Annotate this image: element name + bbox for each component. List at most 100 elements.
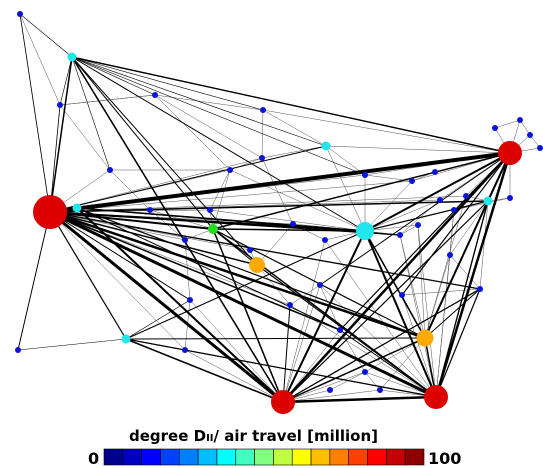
edge-n2-n8 xyxy=(71,56,111,171)
edge-n5-n25 xyxy=(262,109,327,147)
node-n43 xyxy=(424,385,448,409)
edge-n2-n41 xyxy=(71,56,284,403)
legend-scale-cell-11 xyxy=(310,448,331,466)
network-nodes xyxy=(15,11,543,414)
edge-n4-n19 xyxy=(154,94,231,171)
edge-n30-n32 xyxy=(125,338,186,351)
edge-n7-n46 xyxy=(76,207,341,331)
edge-n33-n6 xyxy=(49,180,413,213)
node-n22 xyxy=(249,257,265,273)
edge-n47-n41 xyxy=(282,389,381,403)
node-n38 xyxy=(416,329,434,347)
node-n42 xyxy=(432,169,438,175)
edge-n31-n30 xyxy=(17,338,127,351)
edge-n43-n46 xyxy=(339,329,437,398)
edge-n49-n51 xyxy=(401,288,481,296)
edge-n38-n7 xyxy=(76,207,426,339)
edge-n27-n43 xyxy=(319,284,437,398)
node-n35 xyxy=(507,195,513,201)
edge-n19-n28 xyxy=(229,169,366,232)
edge-n2-n22 xyxy=(71,56,258,266)
node-n7 xyxy=(72,203,82,213)
edge-n28-n34 xyxy=(364,200,489,232)
edge-n37-n28 xyxy=(364,199,441,232)
node-n40 xyxy=(397,232,403,238)
node-n1 xyxy=(17,11,23,17)
node-n45 xyxy=(362,369,368,375)
legend-scale-cell-6 xyxy=(216,448,237,466)
edge-n41-n43 xyxy=(281,395,438,404)
node-n46 xyxy=(337,327,343,333)
node-n11 xyxy=(187,297,193,303)
edge-n50-n43 xyxy=(435,209,455,398)
edge-n6-n1 xyxy=(19,13,51,213)
legend-min-label: 0 xyxy=(88,449,99,468)
node-n15 xyxy=(527,132,533,138)
node-n31 xyxy=(15,347,21,353)
edge-n43-n51 xyxy=(435,288,481,398)
node-n17 xyxy=(492,125,498,131)
edge-n26-n43 xyxy=(324,239,437,398)
edge-n38-n51 xyxy=(424,288,481,339)
edge-n2-n13 xyxy=(71,56,511,154)
node-n28 xyxy=(356,222,374,240)
legend-title: degree DII/ air travel [million] xyxy=(129,427,378,445)
edge-n36-n6 xyxy=(49,195,467,213)
legend-scale-cell-16 xyxy=(404,448,425,466)
edge-n41-n24 xyxy=(282,304,291,403)
edge-n6-n3 xyxy=(49,104,61,213)
node-n49 xyxy=(399,292,405,298)
edge-n39-n34 xyxy=(449,200,489,256)
node-n51 xyxy=(477,286,483,292)
edge-n43-n28 xyxy=(364,230,437,398)
edge-n41-n34 xyxy=(282,200,489,403)
node-n4 xyxy=(152,92,158,98)
edge-n13-n43 xyxy=(434,151,512,399)
edge-n10-n18 xyxy=(184,228,214,241)
legend-scale-cell-5 xyxy=(197,448,218,466)
legend: degree DII/ air travel [million] 0 100 xyxy=(88,427,461,468)
node-n10 xyxy=(182,237,188,243)
edge-n41-n28 xyxy=(282,230,366,403)
edge-n6-n11 xyxy=(49,211,191,301)
edge-n45-n41 xyxy=(282,371,366,403)
legend-scale-cell-7 xyxy=(235,448,255,466)
edge-n2-n28 xyxy=(71,56,366,232)
node-n25 xyxy=(321,141,331,151)
edge-n24-n27 xyxy=(289,284,321,306)
edge-n13-n41 xyxy=(282,152,511,403)
node-n41 xyxy=(271,390,295,414)
edge-n14-n17 xyxy=(494,119,521,129)
edge-n2-n5 xyxy=(71,56,264,111)
edge-n33-n28 xyxy=(364,180,413,232)
edge-n46-n45 xyxy=(339,329,366,373)
edge-n22-n24 xyxy=(256,264,291,306)
node-n27 xyxy=(317,282,323,288)
legend-scale-cell-13 xyxy=(348,448,368,466)
edge-n2-n25 xyxy=(71,56,327,147)
edge-n28-n18 xyxy=(212,228,366,232)
node-n39 xyxy=(447,252,453,258)
node-n5 xyxy=(260,107,266,113)
edge-n41-n7 xyxy=(76,207,284,403)
edge-n25-n13 xyxy=(325,145,511,154)
node-n34 xyxy=(483,196,493,206)
edge-n1-n3 xyxy=(19,13,61,106)
legend-max-label: 100 xyxy=(428,449,461,468)
edge-n38-n34 xyxy=(424,200,489,339)
node-n14 xyxy=(517,117,523,123)
node-n26 xyxy=(322,237,328,243)
node-n32 xyxy=(182,347,188,353)
node-n8 xyxy=(107,167,113,173)
edge-n44-n40 xyxy=(399,224,419,236)
edge-n6-n34 xyxy=(49,200,489,213)
edge-n2-n18 xyxy=(71,56,214,230)
node-n3 xyxy=(57,102,63,108)
edge-n1-n2 xyxy=(19,13,73,58)
edge-n30-n11 xyxy=(125,299,191,340)
edge-n6-n43 xyxy=(48,210,438,399)
node-n19 xyxy=(227,167,233,173)
edge-n18-n41 xyxy=(212,228,284,403)
legend-scale-cell-15 xyxy=(386,448,406,466)
